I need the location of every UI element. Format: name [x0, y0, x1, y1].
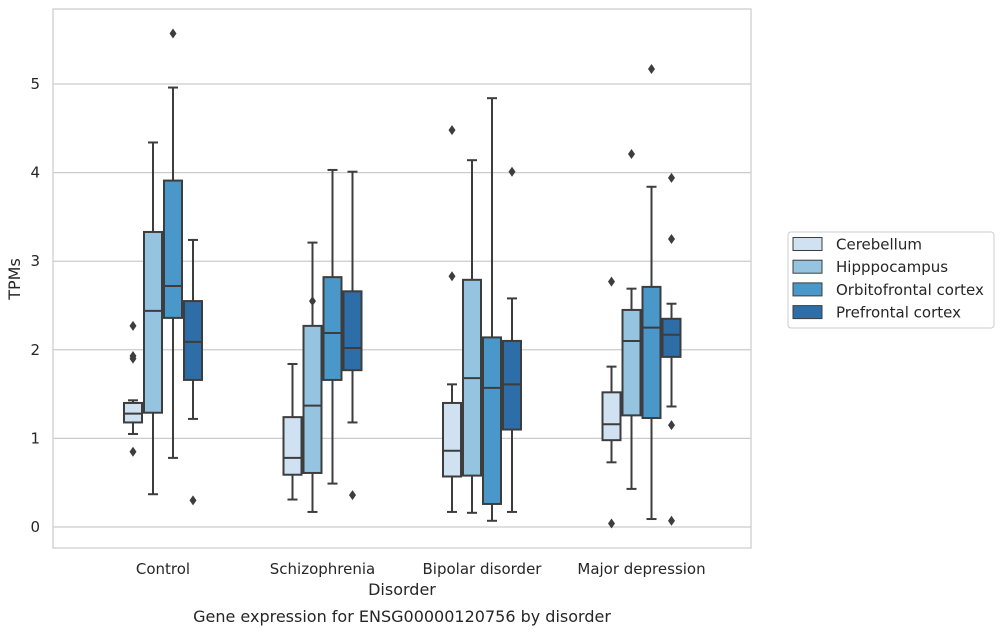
- x-tick-labels: Control Schizophrenia Bipolar disorder Majo…: [136, 560, 706, 578]
- legend-frame: [787, 231, 995, 329]
- box-body: [342, 290, 363, 372]
- legend-entry: Prefrontal cortex: [836, 304, 961, 322]
- legend-swatch: [792, 282, 823, 297]
- y-tick-label: 2: [30, 341, 40, 359]
- box-body: [282, 416, 303, 476]
- box-body: [641, 285, 662, 420]
- series-hipppocampus: [143, 141, 642, 514]
- y-axis-label: TPMs: [5, 258, 24, 301]
- outlier-point: [189, 495, 197, 506]
- outlier-point: [628, 148, 635, 159]
- box-0: [143, 141, 163, 496]
- legend-swatch: [792, 305, 823, 320]
- box-3: [601, 276, 622, 529]
- box-2: [462, 159, 482, 514]
- legend: Cerebellum Hipppocampus Orbitofrontal cort…: [787, 231, 995, 329]
- outlier-point: [309, 296, 316, 307]
- outlier-point: [448, 125, 456, 136]
- legend-entry: Hipppocampus: [836, 258, 948, 276]
- box-1: [322, 168, 343, 485]
- box-body: [183, 300, 203, 381]
- outlier-point: [129, 446, 137, 457]
- box-0: [183, 238, 203, 506]
- box-3: [661, 172, 682, 526]
- outlier-point: [349, 490, 356, 501]
- outlier-point: [169, 28, 177, 39]
- outlier-point: [668, 234, 675, 245]
- box-body: [661, 317, 682, 358]
- x-axis-label: Disorder: [368, 580, 436, 599]
- outlier-point: [608, 518, 615, 529]
- legend-swatch: [792, 237, 823, 251]
- outlier-point: [648, 63, 655, 74]
- outlier-point: [129, 351, 137, 362]
- box-body: [302, 324, 323, 474]
- x-tick-label: Control: [136, 560, 190, 578]
- box-body: [322, 276, 343, 381]
- box-3: [621, 148, 642, 490]
- box-body: [163, 179, 183, 319]
- outlier-point: [668, 420, 675, 431]
- plot-area-frame: [52, 8, 752, 549]
- box-2: [482, 97, 502, 522]
- box-1: [342, 170, 363, 501]
- box-1: [282, 362, 303, 501]
- y-tick-label: 4: [30, 164, 40, 182]
- outlier-point: [129, 320, 137, 331]
- box-body: [621, 308, 642, 417]
- outlier-point: [608, 276, 615, 287]
- x-tick-label: Schizophrenia: [270, 560, 375, 578]
- box-2: [442, 125, 462, 513]
- outlier-point: [448, 271, 456, 282]
- legend-entry: Orbitofrontal cortex: [836, 281, 984, 299]
- y-tick-label: 0: [30, 518, 40, 536]
- y-tick-label: 5: [30, 75, 40, 93]
- series-prefrontal-cortex: [183, 166, 682, 526]
- box-0: [123, 320, 143, 457]
- box-2: [502, 166, 522, 513]
- box-body: [482, 336, 502, 505]
- legend-entry: Cerebellum: [836, 236, 922, 254]
- y-tick-label: 1: [30, 429, 40, 447]
- box-0: [163, 28, 183, 459]
- x-tick-label: Bipolar disorder: [423, 560, 543, 578]
- y-tick-label: 3: [30, 252, 40, 270]
- box-series: [123, 28, 682, 529]
- box-body: [442, 401, 462, 478]
- series-orbitofrontal-cortex: [163, 28, 662, 522]
- series-cerebellum: [123, 125, 622, 529]
- box-1: [302, 241, 323, 513]
- legend-swatch: [792, 259, 823, 274]
- outlier-point: [668, 172, 675, 183]
- x-tick-label: Major depression: [577, 560, 705, 578]
- outlier-point: [508, 166, 516, 177]
- chart-caption: Gene expression for ENSG00000120756 by d…: [193, 607, 611, 626]
- y-tick-labels: 0 1 2 3 4 5: [30, 75, 40, 536]
- box-body: [601, 391, 622, 442]
- outlier-point: [668, 515, 675, 526]
- box-3: [641, 63, 662, 521]
- box-body: [143, 230, 163, 414]
